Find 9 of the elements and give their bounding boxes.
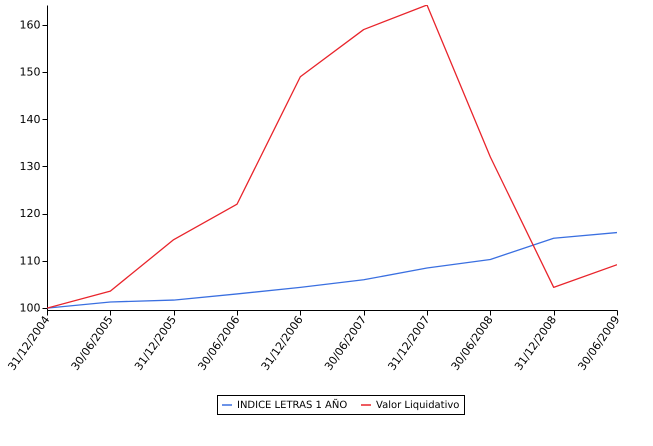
y-tick-label: 110 [20,254,40,268]
y-tick-label: 100 [20,302,40,315]
y-tick-label: 130 [20,160,40,173]
y-tick-label: 160 [20,18,40,32]
y-tick-label: 120 [20,207,40,220]
y-tick-label: 140 [20,112,40,126]
y-tick-label: 150 [20,66,40,79]
legend-label: Valor Liquidativo [376,400,460,411]
legend-label: INDICE LETRAS 1 AÑO [237,398,348,411]
